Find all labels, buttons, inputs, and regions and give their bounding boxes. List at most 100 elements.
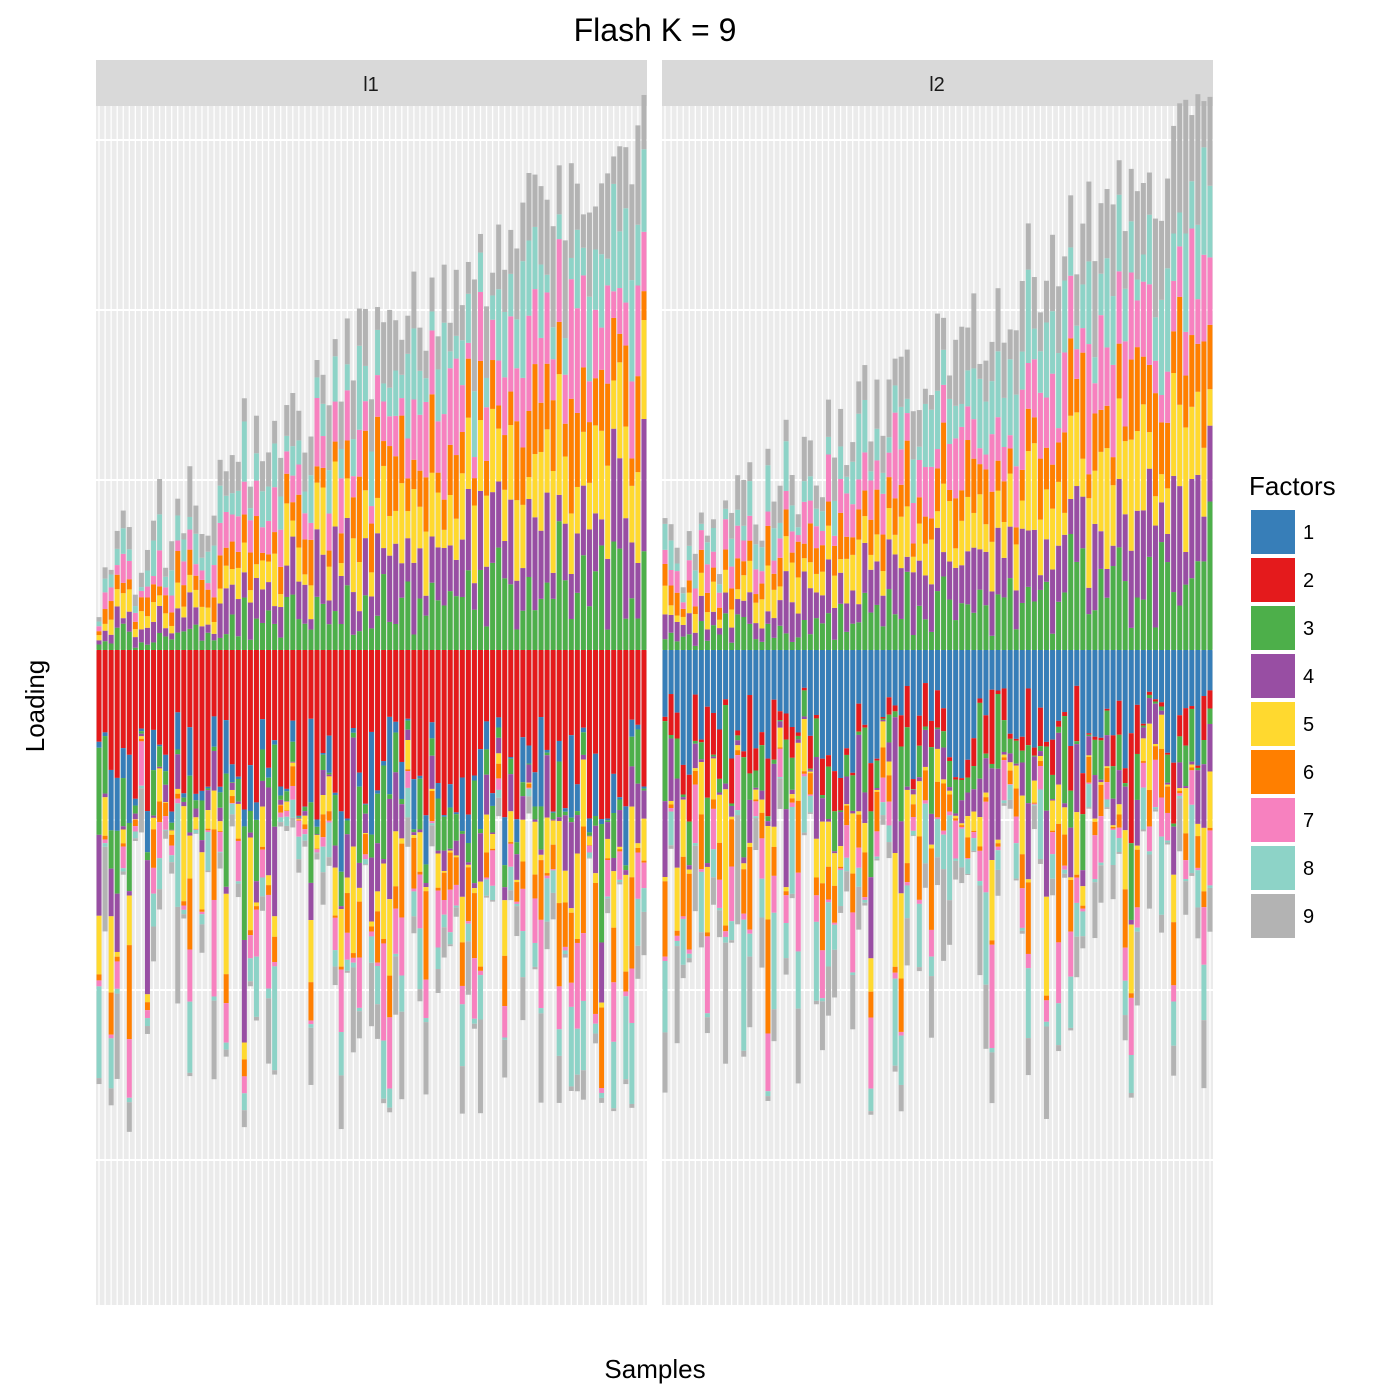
bar-segment-factor-1	[1116, 650, 1122, 701]
bar-segment-factor-7	[686, 560, 692, 581]
bar-segment-factor-9	[205, 535, 211, 552]
bar-segment-factor-6	[1007, 770, 1013, 785]
bar-segment-factor-8	[253, 956, 259, 1017]
bar-segment-factor-8	[187, 516, 193, 530]
bar-segment-factor-7	[783, 895, 789, 924]
bar-segment-factor-1	[151, 729, 157, 771]
bar-segment-factor-2	[747, 695, 753, 774]
bar-segment-factor-2	[496, 650, 502, 718]
x-axis-title: Samples	[604, 1354, 705, 1384]
bar-segment-factor-9	[1098, 865, 1104, 903]
bar-segment-factor-6	[586, 422, 592, 483]
bar-segment-factor-8	[723, 936, 729, 943]
bar-segment-factor-6	[977, 846, 983, 851]
bar-segment-factor-9	[674, 946, 680, 1044]
bar-segment-factor-9	[157, 479, 163, 515]
bar-segment-factor-1	[965, 650, 971, 760]
bar-segment-factor-5	[405, 511, 411, 539]
bar-segment-factor-9	[977, 885, 983, 976]
bar-segment-factor-4	[874, 561, 880, 605]
bar-segment-factor-5	[205, 810, 211, 829]
bar-segment-factor-5	[163, 613, 169, 629]
bar-segment-factor-3	[550, 598, 556, 650]
bar-segment-factor-1	[235, 776, 241, 779]
legend-label-1: 1	[1303, 522, 1314, 544]
bar-segment-factor-8	[989, 1048, 995, 1053]
bar-segment-factor-3	[314, 826, 320, 835]
bar-segment-factor-4	[1165, 782, 1171, 785]
bar-segment-factor-7	[356, 429, 362, 477]
bar-segment-factor-5	[520, 504, 526, 569]
bar-segment-factor-4	[193, 808, 199, 818]
bar-segment-factor-5	[556, 821, 562, 904]
bar-segment-factor-1	[941, 650, 947, 709]
bar-segment-factor-2	[629, 650, 635, 720]
bar-segment-factor-3	[892, 711, 898, 718]
bar-segment-factor-6	[120, 843, 126, 847]
bar-segment-factor-2	[369, 650, 374, 732]
bar-segment-factor-7	[314, 397, 320, 467]
bar-segment-factor-8	[490, 885, 496, 901]
bar-segment-factor-8	[1013, 394, 1019, 467]
bar-segment-factor-6	[411, 459, 417, 490]
bar-segment-factor-6	[593, 378, 599, 426]
bar-segment-factor-8	[586, 852, 592, 858]
bar-segment-factor-8	[144, 570, 150, 587]
bar-segment-factor-8	[1140, 254, 1146, 282]
bar-segment-factor-4	[453, 559, 459, 597]
bar-segment-factor-1	[844, 650, 850, 749]
bar-segment-factor-6	[1207, 324, 1213, 390]
bar-segment-factor-6	[132, 819, 138, 827]
bar-segment-factor-5	[965, 496, 971, 552]
bar-segment-factor-3	[1110, 566, 1116, 650]
bar-segment-factor-5	[302, 574, 308, 585]
bar-segment-factor-8	[471, 391, 477, 458]
bar-segment-factor-9	[623, 147, 629, 209]
bar-segment-factor-4	[611, 428, 617, 542]
bar-segment-factor-4	[356, 611, 362, 632]
bar-segment-factor-5	[405, 740, 411, 770]
bar-segment-factor-3	[508, 758, 514, 775]
bar-segment-factor-4	[393, 543, 399, 624]
bar-segment-factor-3	[1092, 739, 1098, 776]
bar-segment-factor-6	[284, 473, 290, 504]
bar-segment-factor-6	[556, 321, 562, 375]
bar-segment-factor-1	[971, 650, 977, 739]
bar-segment-factor-2	[356, 650, 362, 773]
bar-segment-factor-4	[692, 743, 698, 769]
bar-segment-factor-6	[138, 738, 144, 742]
bar-segment-factor-9	[801, 832, 807, 836]
bar-segment-factor-5	[1086, 755, 1092, 757]
bar-segment-factor-6	[1001, 757, 1007, 761]
bar-segment-factor-5	[235, 567, 241, 600]
bar-segment-factor-4	[1086, 736, 1092, 756]
bar-segment-factor-7	[459, 385, 465, 433]
bar-segment-factor-8	[362, 859, 368, 865]
bar-segment-factor-9	[599, 1097, 605, 1103]
bar-segment-factor-5	[1146, 432, 1152, 469]
bar-segment-factor-7	[953, 438, 959, 499]
bar-segment-factor-4	[735, 740, 741, 746]
bar-segment-factor-1	[623, 806, 629, 866]
bar-segment-factor-4	[544, 755, 550, 818]
bar-segment-factor-2	[157, 650, 163, 745]
bar-segment-factor-9	[629, 1103, 635, 1108]
bar-segment-factor-4	[729, 805, 735, 817]
bar-segment-factor-8	[429, 823, 435, 826]
bar-segment-factor-8	[556, 214, 562, 240]
bar-segment-factor-4	[874, 788, 880, 790]
bar-segment-factor-6	[1098, 409, 1104, 452]
bar-segment-factor-3	[904, 571, 910, 650]
bar-segment-factor-8	[502, 1037, 508, 1040]
bar-segment-factor-2	[1171, 762, 1177, 824]
bar-segment-factor-5	[898, 893, 904, 979]
bar-segment-factor-7	[741, 540, 747, 562]
bar-segment-factor-4	[580, 485, 586, 556]
bar-segment-factor-5	[1013, 765, 1019, 789]
bar-segment-factor-4	[320, 770, 326, 796]
bar-segment-factor-8	[874, 856, 880, 859]
bar-segment-factor-9	[953, 860, 959, 880]
bar-segment-factor-4	[435, 850, 441, 854]
bar-segment-factor-4	[296, 581, 302, 620]
bar-segment-factor-7	[729, 866, 735, 922]
